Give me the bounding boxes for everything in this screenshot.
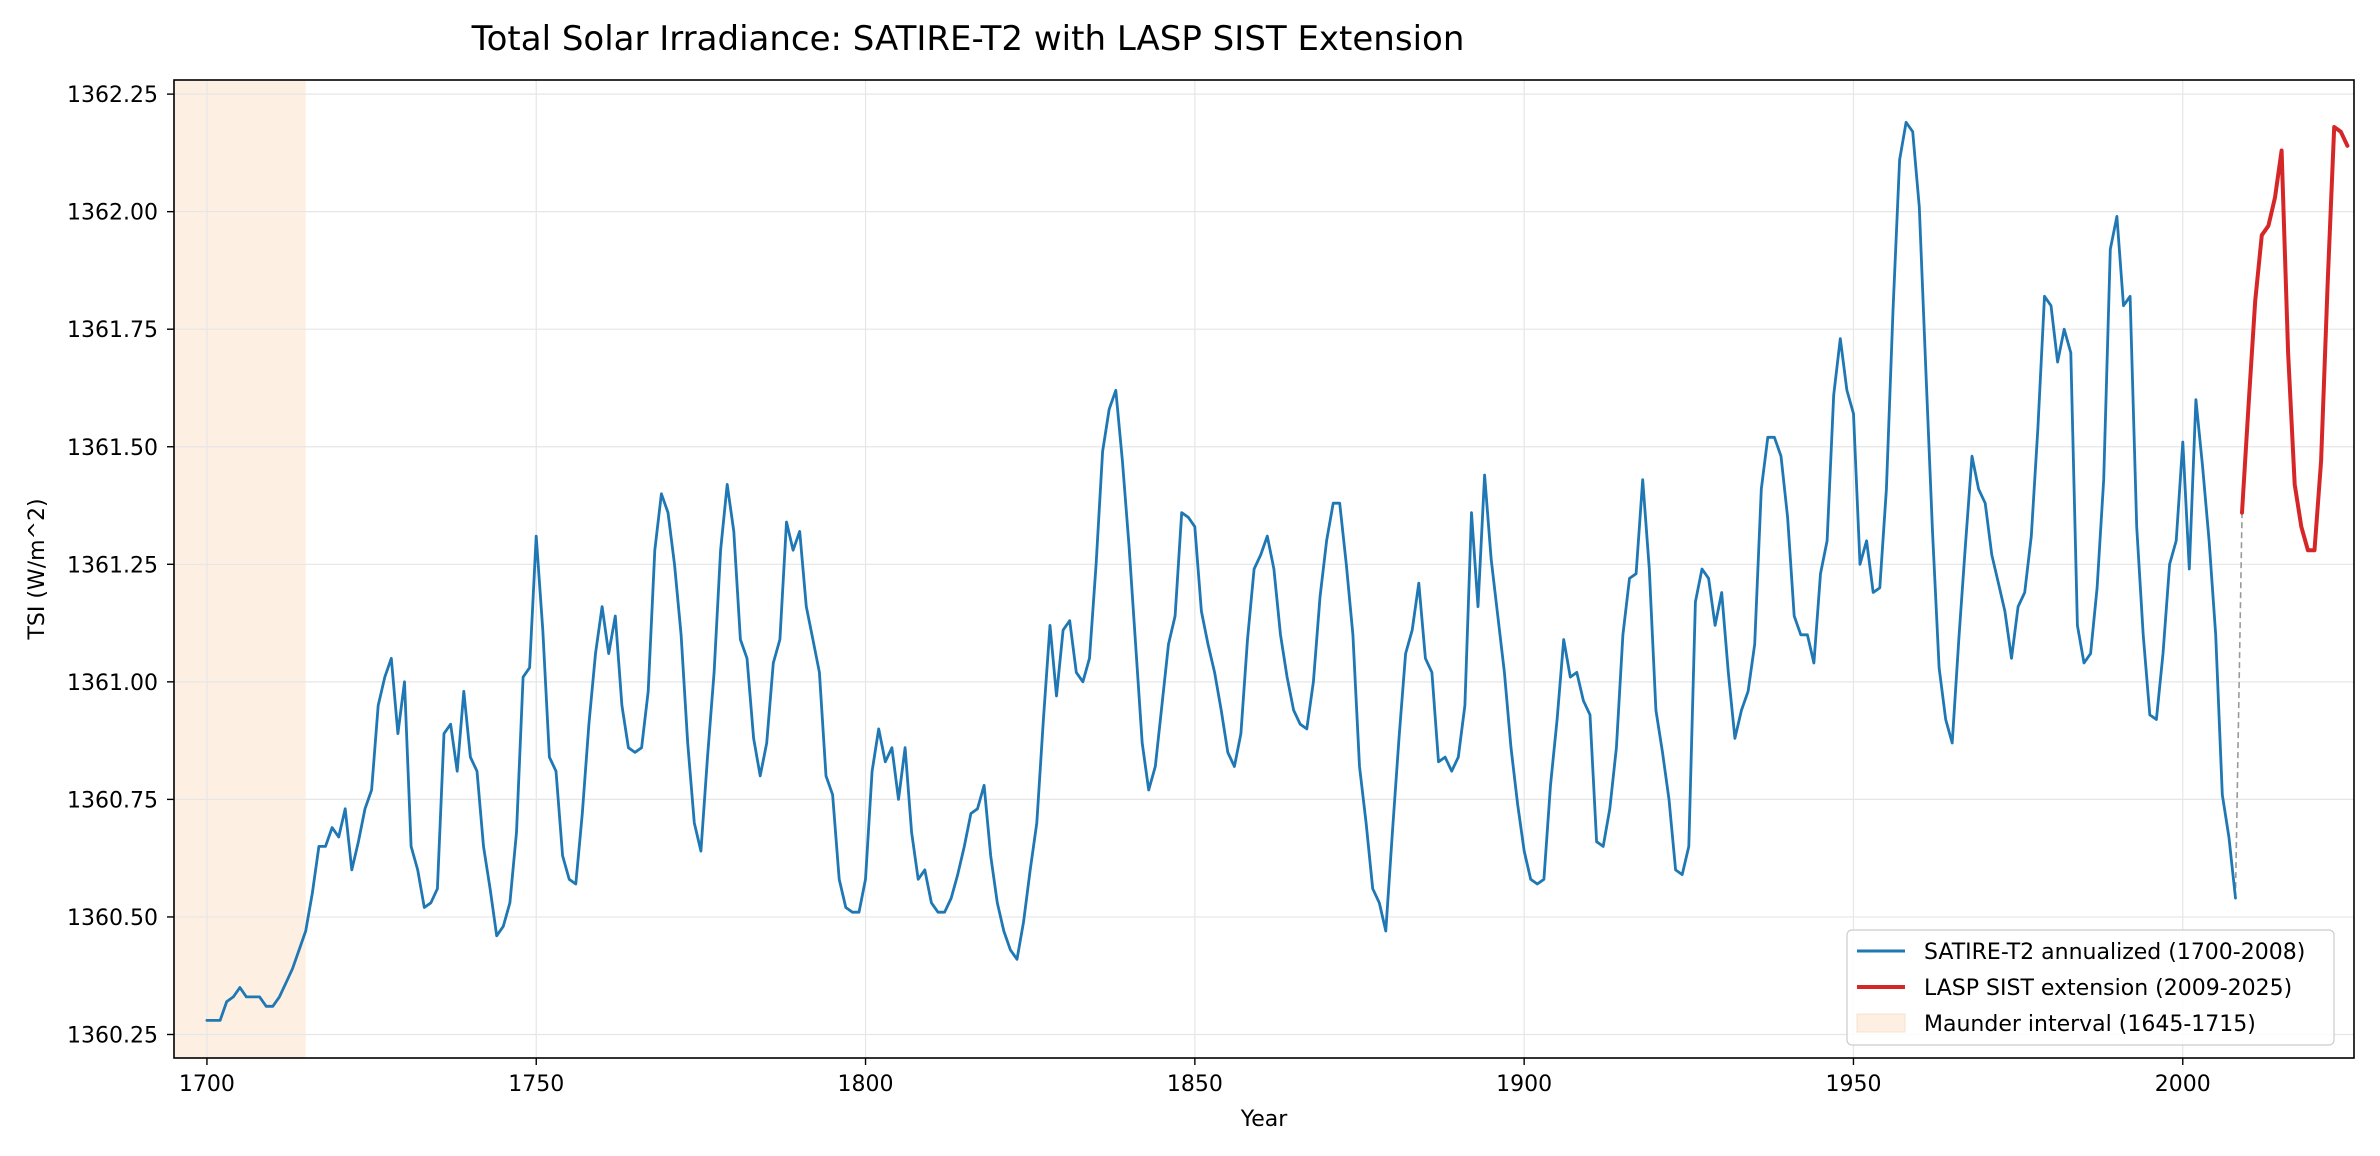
x-tick-label: 1950 (1825, 1072, 1881, 1097)
shade-layer (174, 80, 306, 1058)
x-tick-label: 1700 (179, 1072, 235, 1097)
x-tick-label: 1900 (1496, 1072, 1552, 1097)
x-axis-title: Year (1240, 1107, 1289, 1132)
series-line-lasp (2240, 125, 2350, 553)
y-tick-label: 1361.75 (67, 318, 158, 343)
legend-label-lasp: LASP SIST extension (2009-2025) (1924, 976, 2292, 1001)
x-tick-label: 1850 (1167, 1072, 1223, 1097)
x-tick-label: 2000 (2155, 1072, 2211, 1097)
series-line-satire (205, 120, 2237, 1022)
y-tick-label: 1360.75 (67, 788, 158, 813)
y-tick-label: 1362.25 (67, 83, 158, 108)
legend-label-satire: SATIRE-T2 annualized (1700-2008) (1924, 940, 2305, 965)
legend-box (1846, 929, 2335, 1046)
y-tick-label: 1360.50 (67, 906, 158, 931)
legend-label-maunder: Maunder interval (1645-1715) (1924, 1012, 2256, 1037)
chart-title: Total Solar Irradiance: SATIRE-T2 with L… (471, 19, 1465, 59)
y-tick-label: 1360.25 (67, 1023, 158, 1048)
x-tick-label: 1800 (838, 1072, 894, 1097)
series-layer (205, 120, 2350, 1022)
y-axis: 1360.25 1360.50 1360.75 1361.00 1361.25 1361.… (67, 83, 174, 1048)
y-tick-label: 1361.50 (67, 436, 158, 461)
y-tick-label: 1362.00 (67, 201, 158, 226)
plot-frame (173, 79, 2355, 1059)
y-axis-title: TSI (W/m^2) (25, 498, 50, 640)
x-tick-label: 1750 (508, 1072, 564, 1097)
series-connector (2234, 512, 2243, 899)
y-tick-label: 1361.25 (67, 553, 158, 578)
y-tick-label: 1361.00 (67, 671, 158, 696)
maunder-interval-shade (174, 80, 306, 1058)
legend: SATIRE-T2 annualized (1700-2008) LASP SI… (1846, 929, 2335, 1046)
legend-swatch-maunder (1856, 1013, 1906, 1033)
x-axis: 1700 1750 1800 1850 1900 1950 2000 (179, 1058, 2211, 1097)
